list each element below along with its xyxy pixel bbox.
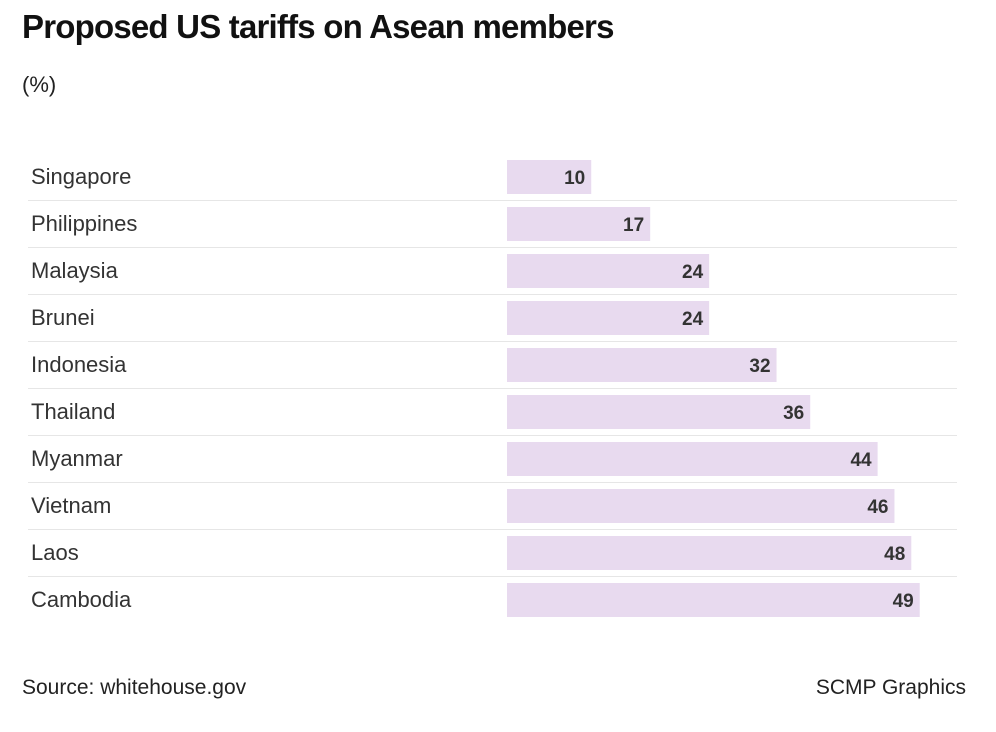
bar (507, 207, 651, 241)
bar-chart: Singapore 10 Philippines 17 Malaysia 24 Brunei… (22, 154, 958, 624)
value-label: 48 (884, 544, 905, 565)
bar (507, 348, 777, 382)
category-label: Malaysia (31, 258, 119, 283)
bar (507, 301, 710, 335)
credit-note: SCMP Graphics (815, 676, 966, 699)
source-note: Source: whitehouse.gov (22, 676, 247, 699)
category-label: Myanmar (31, 446, 123, 471)
category-label: Philippines (31, 211, 137, 236)
category-label: Singapore (31, 164, 131, 189)
value-label: 24 (682, 262, 704, 283)
bar (507, 254, 710, 288)
value-label: 49 (893, 591, 914, 612)
category-label: Indonesia (31, 352, 127, 377)
bar (507, 536, 912, 570)
bar (507, 583, 920, 617)
chart-title: Proposed US tariffs on Asean members (22, 8, 614, 45)
bar (507, 489, 895, 523)
value-label: 17 (623, 215, 644, 236)
bar (507, 442, 878, 476)
value-label: 10 (564, 168, 585, 189)
value-label: 32 (749, 356, 770, 377)
bar (507, 395, 811, 429)
value-label: 46 (867, 497, 888, 518)
value-label: 36 (783, 403, 804, 424)
chart-subtitle: (%) (22, 72, 57, 97)
category-label: Vietnam (31, 493, 111, 518)
value-label: 24 (682, 309, 704, 330)
category-label: Laos (31, 540, 79, 565)
value-label: 44 (850, 450, 872, 471)
bar (507, 160, 592, 194)
category-label: Cambodia (31, 587, 132, 612)
category-label: Thailand (31, 399, 115, 424)
category-label: Brunei (31, 305, 95, 330)
bar-chart-svg: Singapore 10 Philippines 17 Malaysia 24 Brunei… (28, 160, 957, 617)
